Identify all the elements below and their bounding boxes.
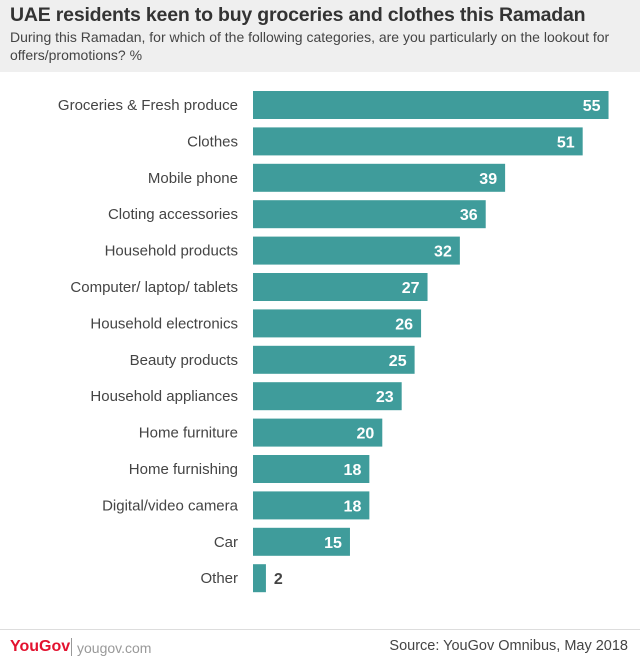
bar <box>253 236 460 265</box>
bar <box>253 200 486 229</box>
logo-separator <box>71 638 72 656</box>
category-label: Clothes <box>187 133 238 150</box>
category-label: Digital/video camera <box>102 497 239 514</box>
value-label: 25 <box>389 353 407 370</box>
footer-divider <box>0 629 640 630</box>
value-label: 39 <box>479 171 497 188</box>
bar <box>253 491 370 520</box>
bar <box>253 345 415 374</box>
value-label: 26 <box>395 316 413 333</box>
value-label: 27 <box>402 280 420 297</box>
value-label: 18 <box>344 498 362 515</box>
category-label: Beauty products <box>130 352 238 369</box>
bar <box>253 382 402 411</box>
value-label: 36 <box>460 207 478 224</box>
bar <box>253 309 422 338</box>
bar <box>253 527 350 556</box>
header-band <box>0 0 640 72</box>
site-link[interactable]: yougov.com <box>77 640 152 656</box>
category-label: Cloting accessories <box>108 206 238 223</box>
category-label: Home furniture <box>139 425 238 442</box>
category-label: Computer/ laptop/ tablets <box>70 279 238 296</box>
value-label: 23 <box>376 389 394 406</box>
category-label: Household appliances <box>90 388 238 405</box>
chart-title: UAE residents keen to buy groceries and … <box>10 4 586 26</box>
value-label: 55 <box>583 98 601 115</box>
bar <box>253 127 583 156</box>
yougov-logo: YouGov <box>10 638 71 655</box>
category-label: Car <box>214 534 238 551</box>
source-note: Source: YouGov Omnibus, May 2018 <box>389 638 628 654</box>
category-label: Home furnishing <box>129 461 238 478</box>
bar <box>253 273 428 301</box>
category-label: Household electronics <box>90 315 238 332</box>
bar <box>253 564 266 593</box>
bar <box>253 418 383 447</box>
bar <box>253 163 506 192</box>
bar-chart: Groceries & Fresh produce 55 Clothes 51 Mobi… <box>58 91 609 593</box>
chart-subtitle: During this Ramadan, for which of the fo… <box>10 29 610 63</box>
value-label: 51 <box>557 134 575 151</box>
category-label: Other <box>200 570 238 587</box>
value-label: 32 <box>434 244 452 261</box>
value-label: 2 <box>274 571 283 588</box>
value-label: 15 <box>324 535 342 552</box>
value-label: 20 <box>356 426 374 443</box>
category-label: Household products <box>105 243 238 260</box>
value-label: 18 <box>344 462 362 479</box>
category-label: Groceries & Fresh produce <box>58 97 238 114</box>
bar <box>253 91 609 119</box>
bar <box>253 455 370 483</box>
category-label: Mobile phone <box>148 170 238 187</box>
